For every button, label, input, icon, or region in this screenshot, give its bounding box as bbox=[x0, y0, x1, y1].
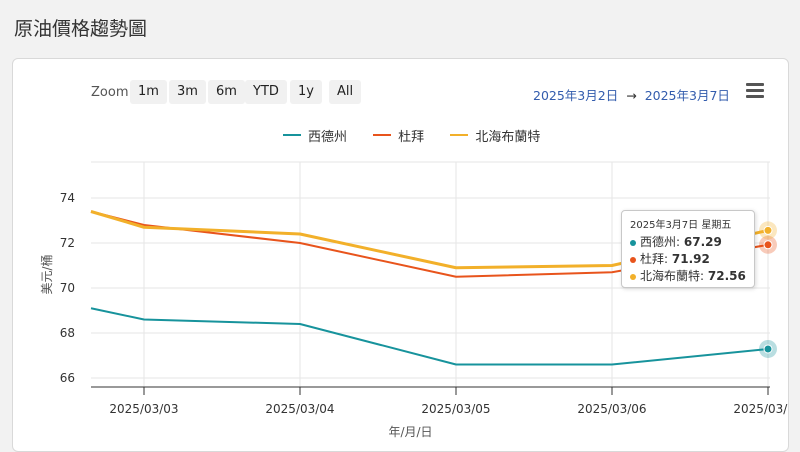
tooltip-value-wti: 67.29 bbox=[683, 235, 722, 249]
tooltip-row-dubai: 杜拜: 71.92 bbox=[630, 250, 710, 267]
tooltip-name-dubai: 杜拜 bbox=[640, 252, 665, 266]
chart-panel: Zoom 1m 3m 6m YTD 1y All 2025年3月2日 → 2025年… bbox=[12, 58, 789, 452]
y-tick-label: 70 bbox=[60, 281, 75, 295]
x-tick-label: 2025/03/07 bbox=[733, 402, 788, 416]
tooltip-value-dubai: 71.92 bbox=[671, 252, 710, 266]
legend: 西德州 杜拜 北海布蘭特 bbox=[283, 125, 562, 145]
page-title: 原油價格趨勢圖 bbox=[14, 18, 148, 40]
hover-point-wti bbox=[763, 344, 773, 354]
range-to-input[interactable]: 2025年3月7日 bbox=[644, 88, 730, 103]
legend-item-wti[interactable]: 西德州 bbox=[283, 126, 347, 145]
series-line-wti bbox=[90, 307, 769, 366]
tooltip-date: 2025年3月7日 星期五 bbox=[630, 220, 732, 231]
zoom-1y-button[interactable]: 1y bbox=[290, 80, 322, 104]
tooltip-row-wti: 西德州: 67.29 bbox=[630, 233, 722, 250]
zoom-6m-button[interactable]: 6m bbox=[208, 80, 245, 104]
hover-point-brent bbox=[763, 225, 773, 235]
x-tick-label: 2025/03/04 bbox=[265, 402, 334, 416]
y-tick-label: 74 bbox=[60, 191, 75, 205]
tooltip-row-brent: 北海布蘭特: 72.56 bbox=[630, 267, 746, 284]
y-tick-label: 66 bbox=[60, 371, 75, 385]
zoom-1m-button[interactable]: 1m bbox=[130, 80, 167, 104]
zoom-3m-button[interactable]: 3m bbox=[169, 80, 206, 104]
x-tick-label: 2025/03/06 bbox=[577, 402, 646, 416]
legend-swatch-brent bbox=[450, 134, 469, 136]
legend-label-wti: 西德州 bbox=[308, 129, 348, 145]
y-tick-label: 68 bbox=[60, 326, 75, 340]
tooltip-name-wti: 西德州 bbox=[640, 235, 677, 249]
legend-swatch-wti bbox=[283, 134, 301, 136]
legend-swatch-dubai bbox=[373, 134, 392, 136]
date-range: 2025年3月2日 → 2025年3月7日 bbox=[533, 85, 730, 104]
legend-item-brent[interactable]: 北海布蘭特 bbox=[450, 126, 540, 145]
zoom-all-button[interactable]: All bbox=[329, 80, 362, 104]
tooltip-dot-wti bbox=[630, 239, 636, 246]
zoom-ytd-button[interactable]: YTD bbox=[245, 80, 287, 104]
y-tick-label: 72 bbox=[60, 236, 75, 250]
menu-icon[interactable] bbox=[746, 83, 764, 101]
y-axis-title: 美元/桶 bbox=[39, 254, 54, 294]
tooltip-dot-dubai bbox=[630, 256, 636, 263]
range-arrow: → bbox=[626, 88, 637, 103]
legend-label-dubai: 杜拜 bbox=[398, 129, 425, 145]
legend-label-brent: 北海布蘭特 bbox=[475, 129, 541, 145]
tooltip-name-brent: 北海布蘭特 bbox=[640, 269, 701, 283]
hover-point-dubai bbox=[763, 240, 773, 250]
zoom-label: Zoom bbox=[91, 85, 129, 100]
tooltip-value-brent: 72.56 bbox=[707, 269, 746, 283]
tooltip: 2025年3月7日 星期五 西德州: 67.29 杜拜: 71.92 北海布蘭特… bbox=[621, 210, 755, 288]
range-from-input[interactable]: 2025年3月2日 bbox=[533, 88, 619, 103]
x-tick-label: 2025/03/03 bbox=[109, 402, 178, 416]
x-axis-title: 年/月/日 bbox=[388, 425, 432, 439]
tooltip-dot-brent bbox=[630, 273, 636, 280]
legend-item-dubai[interactable]: 杜拜 bbox=[373, 126, 424, 145]
x-tick-label: 2025/03/05 bbox=[421, 402, 490, 416]
